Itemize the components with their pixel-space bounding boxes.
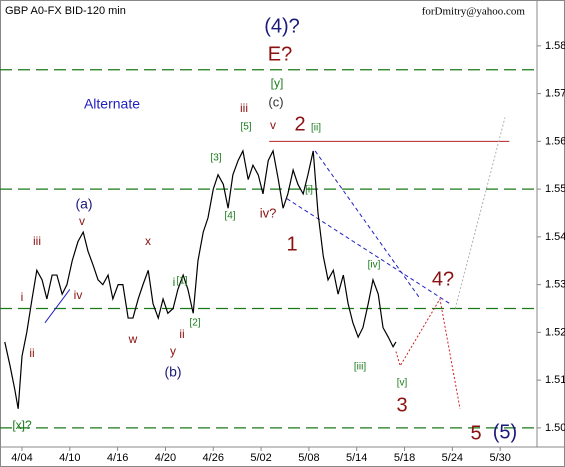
- wave-label: [5]: [240, 122, 251, 133]
- x-tick-label: 4/10: [59, 452, 80, 464]
- wave-line: [286, 198, 451, 305]
- y-tick-label: 1.54: [545, 231, 565, 243]
- wave-label: E?: [268, 43, 292, 65]
- wave-label: (4)?: [264, 15, 300, 37]
- y-tick-label: 1.53: [545, 279, 565, 291]
- x-tick-label: 4/20: [155, 452, 176, 464]
- x-tick-label: 5/18: [394, 452, 415, 464]
- watermark: forDmitry@yahoo.com: [422, 6, 526, 18]
- wave-label: (c): [268, 94, 283, 109]
- wave-label: [2]: [189, 318, 200, 329]
- wave-label: iii: [240, 101, 248, 115]
- y-tick-label: 1.55: [545, 183, 565, 195]
- wave-label: i: [21, 290, 24, 304]
- wave-line: [314, 150, 421, 300]
- y-tick-label: 1.52: [545, 326, 565, 338]
- wave-label: v: [270, 118, 276, 132]
- wave-label: iii: [33, 234, 41, 248]
- wave-label: 1: [286, 233, 297, 255]
- wave-line: [454, 117, 506, 309]
- y-tick-label: 1.51: [545, 374, 565, 386]
- wave-label: 5: [470, 422, 481, 444]
- wave-label: [3]: [210, 153, 221, 164]
- x-tick-label: 4/26: [203, 452, 224, 464]
- wave-label: [ii]: [311, 123, 321, 134]
- price-line: [4, 149, 397, 409]
- wave-label: [v]: [397, 378, 408, 389]
- wave-label: (5): [493, 421, 517, 443]
- wave-label: i: [173, 275, 176, 289]
- wave-label: [iii]: [354, 362, 366, 373]
- wave-label: [iv]: [368, 260, 381, 271]
- wave-label: iv?: [260, 205, 277, 220]
- wave-label: [x]?: [12, 418, 32, 432]
- x-tick-label: 5/14: [346, 452, 367, 464]
- wave-label: Alternate: [84, 96, 140, 112]
- wave-label: iv: [74, 288, 83, 302]
- wave-label: ii: [179, 327, 184, 341]
- wave-label: y: [170, 344, 176, 358]
- wave-label: (a): [75, 196, 92, 212]
- y-tick-label: 1.56: [545, 135, 565, 147]
- y-tick-label: 1.57: [545, 88, 565, 100]
- wave-label: [y]: [271, 76, 284, 90]
- y-tick-label: 1.58: [545, 40, 565, 52]
- wave-label: (b): [164, 364, 181, 380]
- x-tick-label: 4/16: [107, 452, 128, 464]
- wave-label: 4?: [432, 268, 454, 290]
- wave-label: [4]: [224, 211, 235, 222]
- wave-label: ii: [29, 346, 34, 360]
- x-tick-label: 5/24: [442, 452, 463, 464]
- y-tick-label: 1.50: [545, 422, 565, 434]
- wave-label: x: [145, 234, 151, 248]
- x-tick-label: 5/30: [489, 452, 510, 464]
- chart-title: GBP A0-FX BID-120 min: [5, 5, 126, 17]
- x-tick-label: 5/08: [298, 452, 319, 464]
- wave-label: 3: [396, 394, 407, 416]
- wave-label: w: [128, 332, 138, 346]
- wave-label: v: [79, 214, 85, 228]
- wave-line: [44, 289, 71, 324]
- wave-label: 2: [294, 113, 305, 135]
- wave-label: [1]: [176, 276, 187, 287]
- wave-line: [395, 297, 461, 409]
- x-tick-label: 5/02: [250, 452, 271, 464]
- wave-label: [i]: [305, 185, 313, 196]
- x-tick-label: 4/04: [11, 452, 32, 464]
